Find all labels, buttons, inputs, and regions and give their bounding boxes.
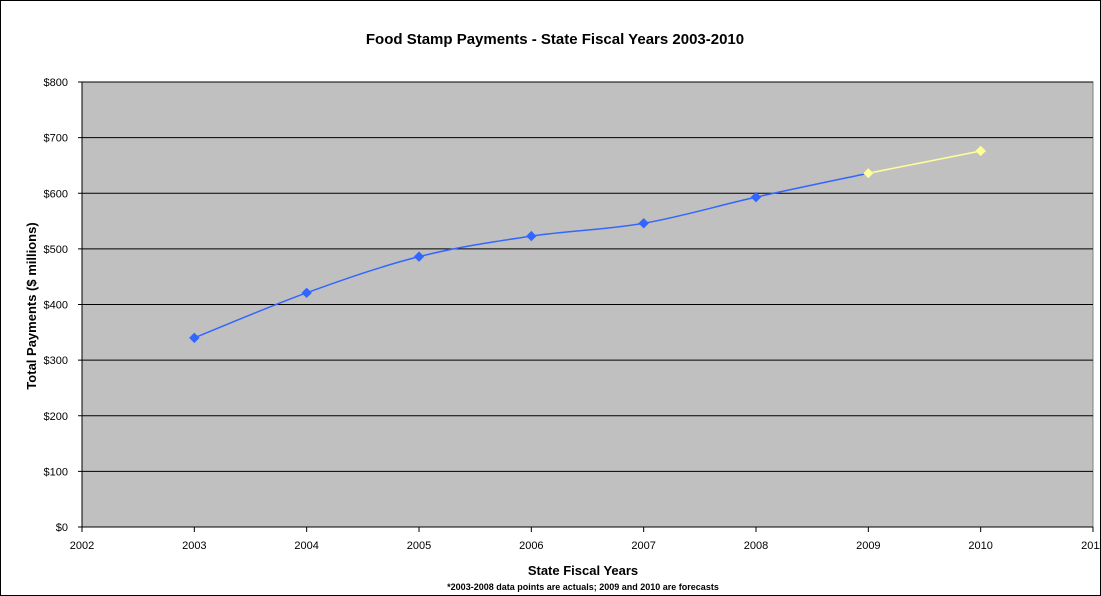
series-line-forecast [868,150,981,174]
x-tick-label: 2007 [631,540,655,552]
data-point [413,251,425,262]
data-markers [189,145,986,344]
y-tick-label: $700 [44,133,68,145]
y-tick-label: $100 [44,466,68,478]
x-tick-label: 2004 [294,540,318,552]
x-tick-label: 2003 [182,540,206,552]
x-tick-label: 2005 [407,540,431,552]
data-point [189,332,200,344]
data-point [301,287,312,299]
chart-title: Food Stamp Payments - State Fiscal Years… [366,31,744,48]
y-tick-label: $800 [44,77,68,89]
footnote: *2003-2008 data points are actuals; 2009… [447,582,719,592]
y-tick-label: $600 [44,188,68,200]
y-tick-label: $500 [44,244,68,256]
x-tick-label: 2010 [968,540,992,552]
data-point [638,218,649,229]
x-tick-label: 2011 [1081,540,1101,552]
x-tick-label: 2006 [519,540,543,552]
x-tick-label: 2009 [856,540,880,552]
y-tick-label: $200 [44,411,68,423]
y-tick-labels: $0 $100 $200 $300 $400 $500 $600 $700 $800 [44,77,82,534]
data-point [526,230,537,242]
y-tick-label: $300 [44,355,68,367]
x-tick-label: 2002 [70,540,94,552]
y-tick-label: $0 [56,522,68,534]
x-tick-label: 2008 [744,540,768,552]
y-axis-label: Total Payments ($ millions) [24,222,39,389]
data-point [975,145,986,157]
gridlines [82,81,1093,472]
x-axis-label: State Fiscal Years [528,563,638,578]
x-tick-labels: 2002 2003 2004 2005 2006 2007 2008 2009 2010 2011 [70,527,1101,552]
y-tick-label: $400 [44,300,68,312]
data-point [863,168,874,179]
data-point [750,191,762,203]
